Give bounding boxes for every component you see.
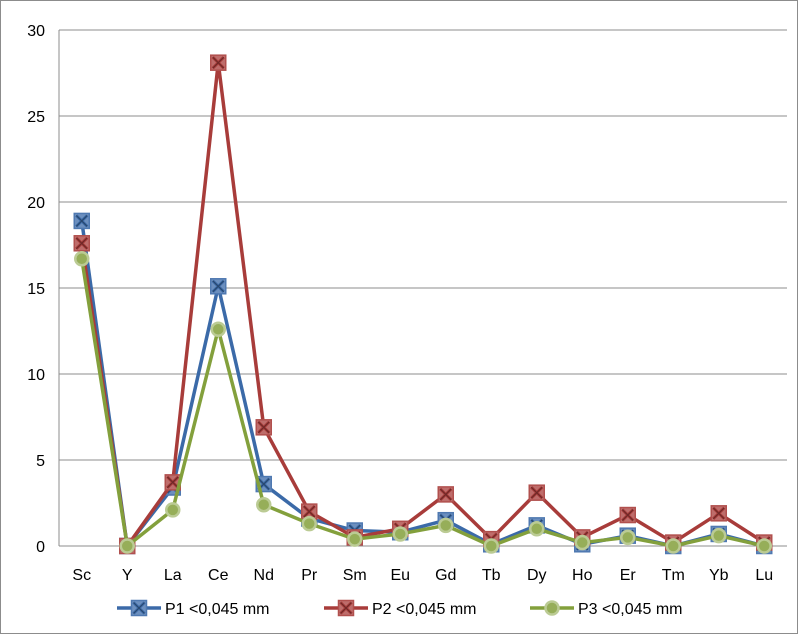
x-tick-label-lu: Lu [755, 567, 773, 584]
series-3-point-nd [256, 496, 272, 513]
series-3-point-pr [301, 515, 317, 532]
x-tick-label-gd: Gd [435, 567, 456, 584]
series-2-point-er [619, 506, 636, 524]
series-2-point-ce [210, 54, 227, 71]
series-3-line [80, 258, 765, 548]
legend-label-3: P3 <0,045 mm [578, 601, 683, 618]
y-tick-label-0: 0 [36, 539, 45, 556]
x-tick-label-er: Er [620, 567, 637, 584]
x-tick-label-sc: Sc [72, 567, 91, 584]
x-tick-label-eu: Eu [390, 567, 410, 584]
series-3-point-eu [392, 526, 408, 542]
x-tick-label-ce: Ce [208, 567, 229, 584]
series-3-point-ce [210, 321, 226, 338]
legend-label-1: P1 <0,045 mm [165, 601, 270, 618]
series-3-point-ho [574, 534, 590, 551]
x-tick-label-la: La [164, 567, 182, 584]
series-2-point-sc [73, 235, 90, 252]
series-3-point-dy [529, 521, 545, 537]
series-3-point-sm [347, 531, 363, 547]
series-1-point-sc [73, 212, 90, 230]
y-tick-label-10: 10 [27, 367, 45, 384]
series-3-point-y [119, 538, 135, 554]
legend-marker-3 [544, 600, 560, 616]
y-tick-label-5: 5 [36, 453, 45, 470]
legend-label-2: P2 <0,045 mm [372, 601, 477, 618]
series-2-point-yb [710, 505, 727, 522]
series-3-point-yb [711, 527, 727, 544]
x-tick-label-tb: Tb [482, 567, 501, 584]
x-tick-label-y: Y [122, 567, 133, 584]
series-3-point-tb [483, 538, 499, 554]
series-2-point-nd [255, 419, 272, 436]
y-tick-label-30: 30 [27, 23, 45, 40]
x-tick-label-pr: Pr [301, 567, 318, 584]
series-3-point-lu [756, 538, 772, 554]
legend-marker-2 [337, 599, 355, 617]
x-tick-label-sm: Sm [343, 567, 367, 584]
y-tick-label-20: 20 [27, 195, 45, 212]
x-tick-label-nd: Nd [254, 567, 274, 584]
series-3-point-tm [665, 538, 681, 554]
series-3-point-er [620, 529, 636, 546]
series-1-point-ce [210, 278, 227, 295]
x-tick-label-yb: Yb [709, 567, 729, 584]
legend-marker-1 [130, 599, 148, 617]
x-tick-label-dy: Dy [527, 567, 547, 584]
x-tick-label-tm: Tm [662, 567, 685, 584]
y-tick-label-15: 15 [27, 281, 45, 298]
series-2-line [80, 60, 766, 548]
series-3-point-la [165, 502, 181, 518]
series-3-point-sc [74, 251, 90, 267]
series-2-point-dy [528, 484, 545, 501]
x-tick-label-ho: Ho [572, 567, 593, 584]
y-tick-label-25: 25 [27, 109, 45, 126]
series-3-point-gd [438, 517, 454, 534]
series-2-point-gd [437, 486, 454, 503]
